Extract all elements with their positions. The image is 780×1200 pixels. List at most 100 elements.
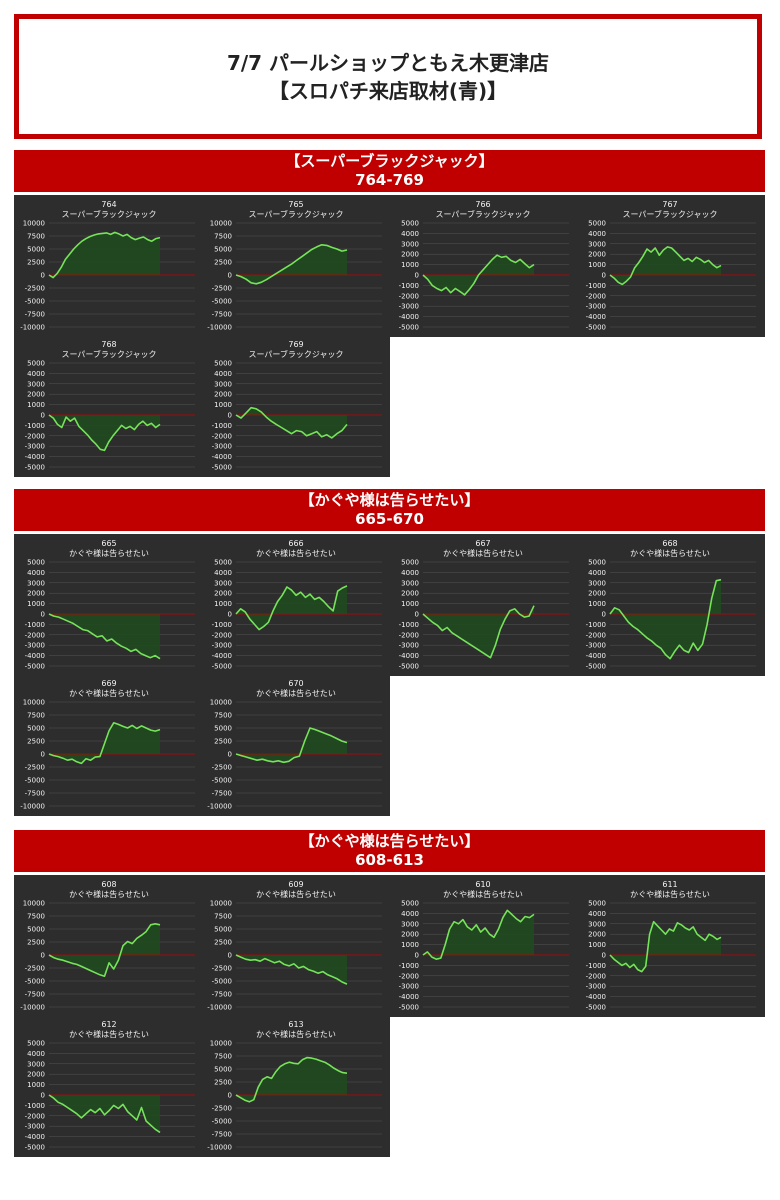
y-tick-label: 1000 bbox=[27, 600, 45, 608]
y-tick-label: -5000 bbox=[399, 324, 419, 332]
y-tick-label: -3000 bbox=[399, 983, 419, 991]
section-header-3: 【かぐや様は告らせたい】 608-613 bbox=[14, 830, 765, 872]
y-tick-label: -7500 bbox=[25, 991, 45, 999]
y-tick-label: -2500 bbox=[25, 285, 45, 293]
data-line bbox=[48, 613, 161, 660]
y-tick-label: -1000 bbox=[25, 1102, 45, 1110]
y-tick-label: -1000 bbox=[586, 282, 606, 290]
y-tick-label: 5000 bbox=[401, 559, 419, 567]
y-tick-label: -5000 bbox=[25, 663, 45, 671]
area-fill bbox=[236, 585, 347, 630]
y-tick-label: 0 bbox=[228, 611, 232, 619]
y-tick-label: 2500 bbox=[214, 259, 232, 267]
y-tick-label: 0 bbox=[415, 272, 419, 280]
y-tick-label: -1000 bbox=[399, 282, 419, 290]
y-tick-label: 1000 bbox=[401, 261, 419, 269]
chart-767: 767 スーパーブラックジャック 5000 4000 3000 2000 1000 0 -100… bbox=[578, 197, 762, 337]
y-tick-label: 5000 bbox=[27, 725, 45, 733]
y-tick-label: -2000 bbox=[586, 972, 606, 980]
y-tick-label: -5000 bbox=[25, 298, 45, 306]
y-tick-label: 5000 bbox=[214, 246, 232, 254]
y-tick-label: -5000 bbox=[212, 1118, 232, 1126]
y-tick-label: 0 bbox=[41, 751, 45, 759]
y-tick-label: -4000 bbox=[399, 652, 419, 660]
y-tick-label: 5000 bbox=[27, 360, 45, 368]
chart-670: 670 かぐや様は告らせたい 10000 7500 5000 2500 0 -2500 -500… bbox=[204, 676, 388, 816]
y-tick-label: 4000 bbox=[588, 230, 606, 238]
y-tick-label: 5000 bbox=[27, 1040, 45, 1048]
chart-610: 610 かぐや様は告らせたい 5000 4000 3000 2000 1000 0 -1000 -… bbox=[391, 877, 575, 1017]
page-title: 7/7 パールショップともえ木更津店 bbox=[226, 50, 550, 75]
section-1-row-2-panel bbox=[14, 337, 390, 477]
chart-667: 667 かぐや様は告らせたい 5000 4000 3000 2000 1000 0 -1000 -… bbox=[391, 536, 575, 676]
y-tick-label: -1000 bbox=[586, 962, 606, 970]
chart-number: 669 bbox=[101, 679, 116, 688]
chart-machine-name: スーパーブラックジャック bbox=[248, 209, 343, 219]
y-tick-label: 1000 bbox=[588, 600, 606, 608]
y-tick-label: 2000 bbox=[588, 931, 606, 939]
y-tick-label: -7500 bbox=[212, 311, 232, 319]
y-tick-label: -3000 bbox=[399, 303, 419, 311]
y-tick-label: -1000 bbox=[399, 962, 419, 970]
y-tick-label: -10000 bbox=[20, 803, 45, 811]
y-tick-label: 1000 bbox=[588, 261, 606, 269]
y-tick-label: 2000 bbox=[588, 251, 606, 259]
y-tick-label: 3000 bbox=[401, 920, 419, 928]
y-tick-label: 0 bbox=[228, 272, 232, 280]
chart-669: 669 かぐや様は告らせたい 10000 7500 5000 2500 0 -2500 -500… bbox=[17, 676, 201, 816]
y-tick-label: 4000 bbox=[27, 569, 45, 577]
y-tick-label: -1000 bbox=[586, 621, 606, 629]
y-tick-label: -10000 bbox=[207, 1144, 232, 1152]
y-tick-label: -2000 bbox=[25, 631, 45, 639]
chart-machine-name: スーパーブラックジャック bbox=[61, 209, 156, 219]
area-fill bbox=[610, 579, 721, 659]
y-tick-label: 7500 bbox=[214, 1053, 232, 1061]
chart-number: 670 bbox=[288, 679, 303, 688]
data-line bbox=[235, 954, 348, 985]
y-tick-label: 2500 bbox=[27, 939, 45, 947]
y-tick-label: 10000 bbox=[210, 1040, 232, 1048]
y-tick-label: 2000 bbox=[27, 391, 45, 399]
y-tick-label: -5000 bbox=[25, 464, 45, 472]
y-tick-label: 3000 bbox=[27, 1060, 45, 1068]
data-line bbox=[422, 254, 535, 296]
y-tick-label: 2500 bbox=[27, 259, 45, 267]
y-tick-label: 1000 bbox=[588, 941, 606, 949]
y-tick-label: 1000 bbox=[214, 600, 232, 608]
y-tick-label: 5000 bbox=[214, 725, 232, 733]
chart-765: 765 スーパーブラックジャック 10000 7500 5000 2500 0 -2500 -5… bbox=[204, 197, 388, 337]
y-tick-label: -7500 bbox=[212, 1131, 232, 1139]
data-line bbox=[48, 231, 161, 279]
y-tick-label: -3000 bbox=[586, 983, 606, 991]
y-tick-label: 3000 bbox=[588, 240, 606, 248]
section-title: 【かぐや様は告らせたい】 bbox=[299, 491, 480, 509]
y-tick-label: -1000 bbox=[212, 621, 232, 629]
y-tick-label: -3000 bbox=[586, 303, 606, 311]
section-range: 665-670 bbox=[355, 510, 424, 528]
data-line bbox=[48, 923, 161, 978]
chart-665: 665 かぐや様は告らせたい 5000 4000 3000 2000 1000 0 -1000 -… bbox=[17, 536, 201, 676]
y-tick-label: 4000 bbox=[27, 370, 45, 378]
data-line bbox=[422, 909, 535, 960]
y-tick-label: 5000 bbox=[27, 559, 45, 567]
chart-number: 768 bbox=[101, 340, 116, 349]
chart-machine-name: かぐや様は告らせたい bbox=[69, 548, 149, 558]
y-tick-label: 2000 bbox=[214, 590, 232, 598]
chart-machine-name: かぐや様は告らせたい bbox=[256, 548, 336, 558]
y-tick-label: 1000 bbox=[214, 401, 232, 409]
y-tick-label: 10000 bbox=[23, 220, 45, 228]
y-tick-label: 0 bbox=[41, 952, 45, 960]
y-tick-label: 10000 bbox=[210, 900, 232, 908]
y-tick-label: 5000 bbox=[588, 900, 606, 908]
data-line bbox=[609, 578, 722, 660]
y-tick-label: -2000 bbox=[586, 631, 606, 639]
chart-number: 769 bbox=[288, 340, 303, 349]
y-tick-label: 1000 bbox=[27, 401, 45, 409]
chart-number: 668 bbox=[662, 539, 677, 548]
area-fill bbox=[610, 921, 721, 972]
page-subtitle: 【スロパチ来店取材(青)】 bbox=[268, 78, 508, 103]
